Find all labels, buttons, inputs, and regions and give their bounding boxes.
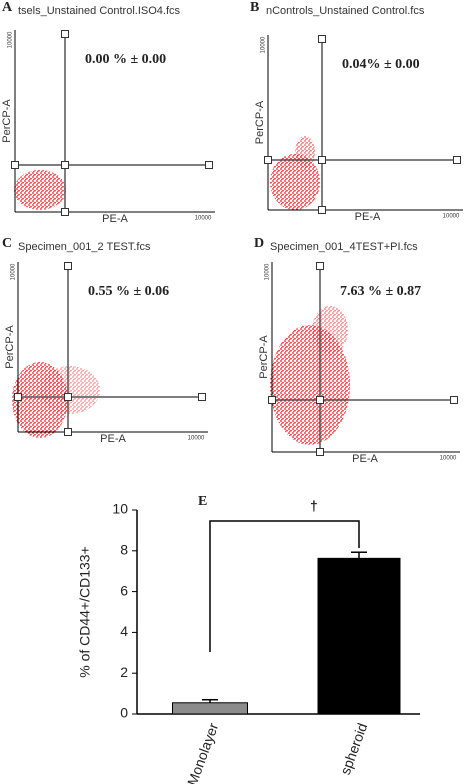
panel-letter: C: [2, 236, 12, 251]
file-name: Specimen_001_4TEST+PI.fcs: [270, 241, 418, 253]
gate-handle: [318, 35, 326, 43]
y-axis-label: PerCP-A: [1, 99, 13, 143]
cloud: [40, 366, 100, 414]
x-axis-label: PE-A: [352, 453, 378, 465]
y-max-label: 10000: [261, 36, 267, 53]
y-axis-label: PerCP-A: [254, 100, 266, 144]
bar: [172, 702, 248, 715]
y-tick-label: 0: [120, 705, 128, 721]
cloud: [312, 306, 348, 354]
y-tick-label: 10: [112, 501, 128, 517]
y-max-label: 10000: [11, 263, 17, 280]
gate-handle: [61, 30, 69, 38]
gate-handle: [61, 208, 69, 216]
cloud: [270, 325, 350, 445]
gate-handle: [268, 396, 276, 404]
y-axis-label: % of CD44+/CD133+: [77, 546, 93, 678]
gate-handle: [316, 262, 324, 270]
scatter-clouds: [12, 136, 350, 445]
cloud: [14, 170, 66, 210]
gate-handle: [316, 448, 324, 456]
gate-handle: [318, 206, 326, 214]
y-max-label: 10000: [265, 263, 271, 280]
y-tick-label: 8: [120, 542, 128, 558]
quadrant-percent: 0.55 % ± 0.06: [88, 284, 169, 299]
x-tick-label: Monolayer: [184, 721, 222, 784]
gate-handle: [453, 156, 461, 164]
gate-handle: [316, 396, 324, 404]
x-axis-label: PE-A: [102, 213, 128, 225]
gate-handle: [14, 393, 22, 401]
x-axis-label: PE-A: [355, 211, 381, 223]
panel-letter: D: [254, 236, 264, 251]
panel-letter: B: [250, 0, 259, 15]
x-max-label: 10000: [188, 436, 205, 442]
y-tick-label: 6: [120, 582, 128, 598]
significance-bracket: [209, 520, 360, 652]
x-max-label: 10000: [195, 216, 212, 222]
quadrant-percent: 7.63 % ± 0.87: [340, 284, 421, 299]
gate-handle: [205, 161, 213, 169]
quadrant-percent: 0.00 % ± 0.00: [85, 52, 166, 67]
panel-letter: E: [198, 494, 207, 509]
bar: [317, 557, 401, 715]
cloud: [295, 136, 315, 168]
file-name: nControls_Unstained Control.fcs: [266, 5, 425, 17]
y-tick-label: 4: [120, 623, 128, 639]
cloud: [270, 154, 320, 210]
annotation: †: [310, 498, 318, 514]
file-name: tsels_Unstained Control.ISO4.fcs: [18, 5, 181, 17]
gate-handle: [64, 428, 72, 436]
x-axis-label: PE-A: [100, 433, 126, 445]
file-name: Specimen_001_2 TEST.fcs: [18, 241, 151, 253]
y-tick-label: 2: [120, 664, 128, 680]
gate-handle: [318, 156, 326, 164]
gate-handle: [198, 393, 206, 401]
gate-handle: [64, 262, 72, 270]
panel-letter: A: [2, 0, 13, 15]
gate-handle: [61, 161, 69, 169]
y-max-label: 10000: [8, 31, 14, 48]
gate-handle: [450, 396, 458, 404]
gate-handle: [64, 393, 72, 401]
x-max-label: 10000: [440, 456, 457, 462]
y-axis-label: PerCP-A: [4, 325, 16, 369]
gate-handle: [11, 161, 19, 169]
x-tick-label: spheroid: [337, 721, 370, 777]
x-max-label: 10000: [443, 214, 460, 220]
quadrant-percent: 0.04% ± 0.00: [342, 57, 420, 72]
y-axis-label: PerCP-A: [258, 335, 270, 379]
gate-handle: [264, 156, 272, 164]
